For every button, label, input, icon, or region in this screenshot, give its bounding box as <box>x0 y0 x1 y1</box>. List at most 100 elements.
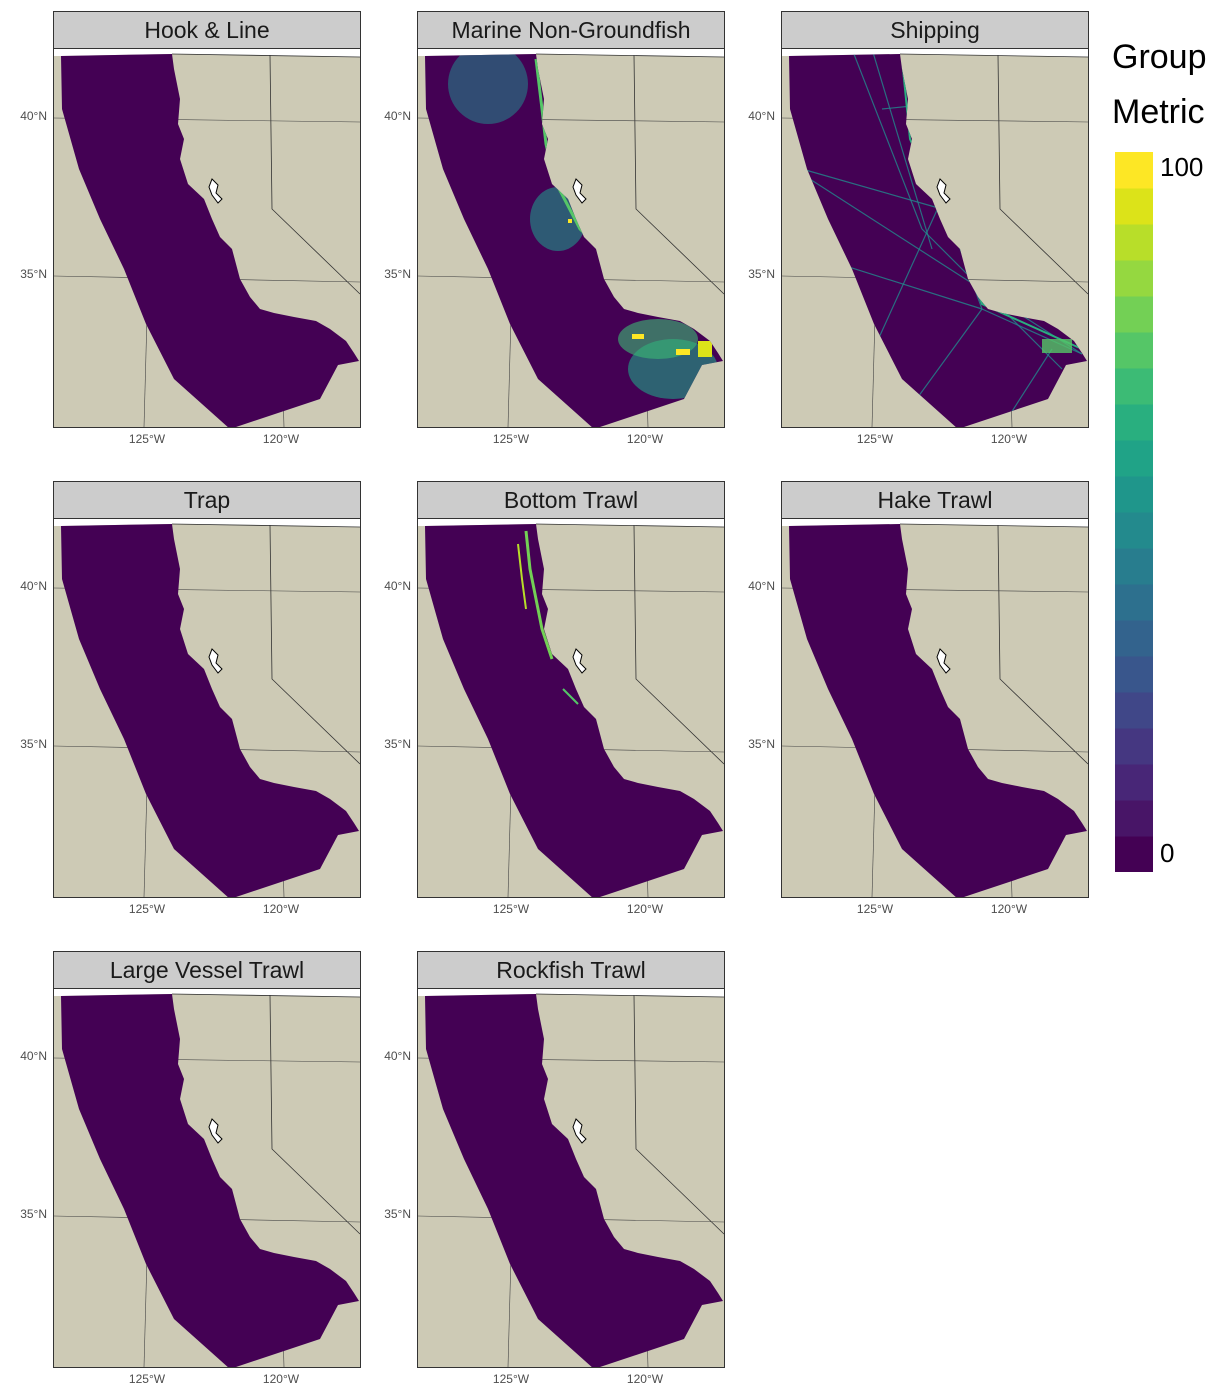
sf-bay <box>208 178 223 204</box>
sf-bay <box>208 1118 223 1144</box>
ocean-study-area <box>789 54 1087 427</box>
oregon-region <box>54 49 360 57</box>
longitude-tick-label: 120°W <box>262 432 300 446</box>
latitude-tick-label: 40°N <box>748 579 775 593</box>
state-border <box>171 993 360 998</box>
shipping-lane <box>801 173 1083 355</box>
state-border <box>899 523 1088 528</box>
legend-title-line2: Metric <box>1112 93 1205 131</box>
map-panel-hake-trawl: Hake Trawl <box>781 481 1089 898</box>
latitude-tick-label: 35°N <box>384 267 411 281</box>
ocean-study-area <box>425 524 723 897</box>
latitude-tick-label: 40°N <box>384 109 411 123</box>
sf-bay <box>208 648 223 674</box>
state-border <box>633 54 724 295</box>
legend-color-step <box>1115 188 1153 225</box>
latitude-tick-label: 40°N <box>20 109 47 123</box>
map-frame <box>53 988 361 1368</box>
legend-color-step <box>1115 404 1153 441</box>
map-canvas <box>418 49 724 427</box>
longitude-tick-label: 120°W <box>262 902 300 916</box>
map-frame <box>417 988 725 1368</box>
longitude-tick-label: 125°W <box>856 432 894 446</box>
map-canvas <box>54 49 360 427</box>
latitude-tick-label: 35°N <box>20 1207 47 1221</box>
shipping-lane <box>871 54 933 250</box>
longitude-tick-label: 125°W <box>492 1372 530 1386</box>
activity-hotspot <box>698 341 712 357</box>
state-border <box>633 994 724 1235</box>
state-border <box>535 993 724 998</box>
map-canvas <box>54 989 360 1367</box>
panel-title: Marine Non-Groundfish <box>417 11 725 49</box>
latitude-tick-label: 40°N <box>20 1049 47 1063</box>
latitude-tick-label: 35°N <box>748 267 775 281</box>
longitude-tick-label: 125°W <box>128 902 166 916</box>
activity-layer <box>517 530 579 705</box>
map-canvas <box>782 519 1088 897</box>
state-border <box>269 524 360 765</box>
ocean-study-area <box>425 994 723 1367</box>
map-frame <box>53 518 361 898</box>
state-border <box>269 54 360 295</box>
sf-bay <box>936 648 951 674</box>
ocean-study-area <box>61 54 359 427</box>
panel-title: Bottom Trawl <box>417 481 725 519</box>
oregon-region <box>418 519 724 527</box>
latitude-tick-label: 40°N <box>20 579 47 593</box>
legend-color-step <box>1115 440 1153 477</box>
map-panel-bottom-trawl: Bottom Trawl <box>417 481 725 898</box>
map-frame <box>781 518 1089 898</box>
legend-color-step <box>1115 332 1153 369</box>
legend-color-step <box>1115 764 1153 801</box>
state-border <box>633 524 724 765</box>
oregon-region <box>418 989 724 997</box>
shipping-lane <box>851 54 923 230</box>
map-panel-hook-line: Hook & Line <box>53 11 361 428</box>
state-border <box>997 54 1088 295</box>
activity-hotspot <box>568 219 572 223</box>
legend-color-step <box>1115 260 1153 297</box>
state-border <box>171 53 360 58</box>
panel-title: Large Vessel Trawl <box>53 951 361 989</box>
sf-bay <box>936 178 951 204</box>
activity-hotspot <box>1042 339 1072 353</box>
longitude-tick-label: 120°W <box>626 1372 664 1386</box>
legend-color-step <box>1115 728 1153 765</box>
trawl-band <box>517 543 527 610</box>
legend-color-step <box>1115 476 1153 513</box>
legend-max-label: 100 <box>1160 152 1204 182</box>
state-border <box>269 994 360 1235</box>
sf-bay <box>572 648 587 674</box>
activity-layer <box>448 54 718 399</box>
legend-color-step <box>1115 800 1153 837</box>
panel-title: Shipping <box>781 11 1089 49</box>
legend-color-step <box>1115 368 1153 405</box>
legend-color-step <box>1115 836 1153 872</box>
state-border <box>535 523 724 528</box>
map-frame <box>53 48 361 428</box>
activity-hotspot <box>676 349 690 355</box>
legend-color-step <box>1115 512 1153 549</box>
legend-color-step <box>1115 656 1153 693</box>
activity-hotspot <box>632 334 644 339</box>
latitude-tick-label: 40°N <box>384 1049 411 1063</box>
legend-title-line1: Group <box>1112 38 1207 76</box>
oregon-region <box>782 519 1088 527</box>
panel-title: Hake Trawl <box>781 481 1089 519</box>
panel-title: Rockfish Trawl <box>417 951 725 989</box>
oregon-region <box>54 519 360 527</box>
longitude-tick-label: 125°W <box>492 432 530 446</box>
legend-color-step <box>1115 584 1153 621</box>
ocean-study-area <box>61 524 359 897</box>
state-border <box>899 53 1088 58</box>
latitude-tick-label: 35°N <box>384 737 411 751</box>
trawl-band <box>562 688 579 705</box>
map-frame <box>417 518 725 898</box>
legend-colorbar <box>1115 152 1153 872</box>
longitude-tick-label: 125°W <box>492 902 530 916</box>
map-canvas <box>418 989 724 1367</box>
shipping-lane <box>801 168 943 210</box>
latitude-tick-label: 35°N <box>20 267 47 281</box>
map-frame <box>781 48 1089 428</box>
